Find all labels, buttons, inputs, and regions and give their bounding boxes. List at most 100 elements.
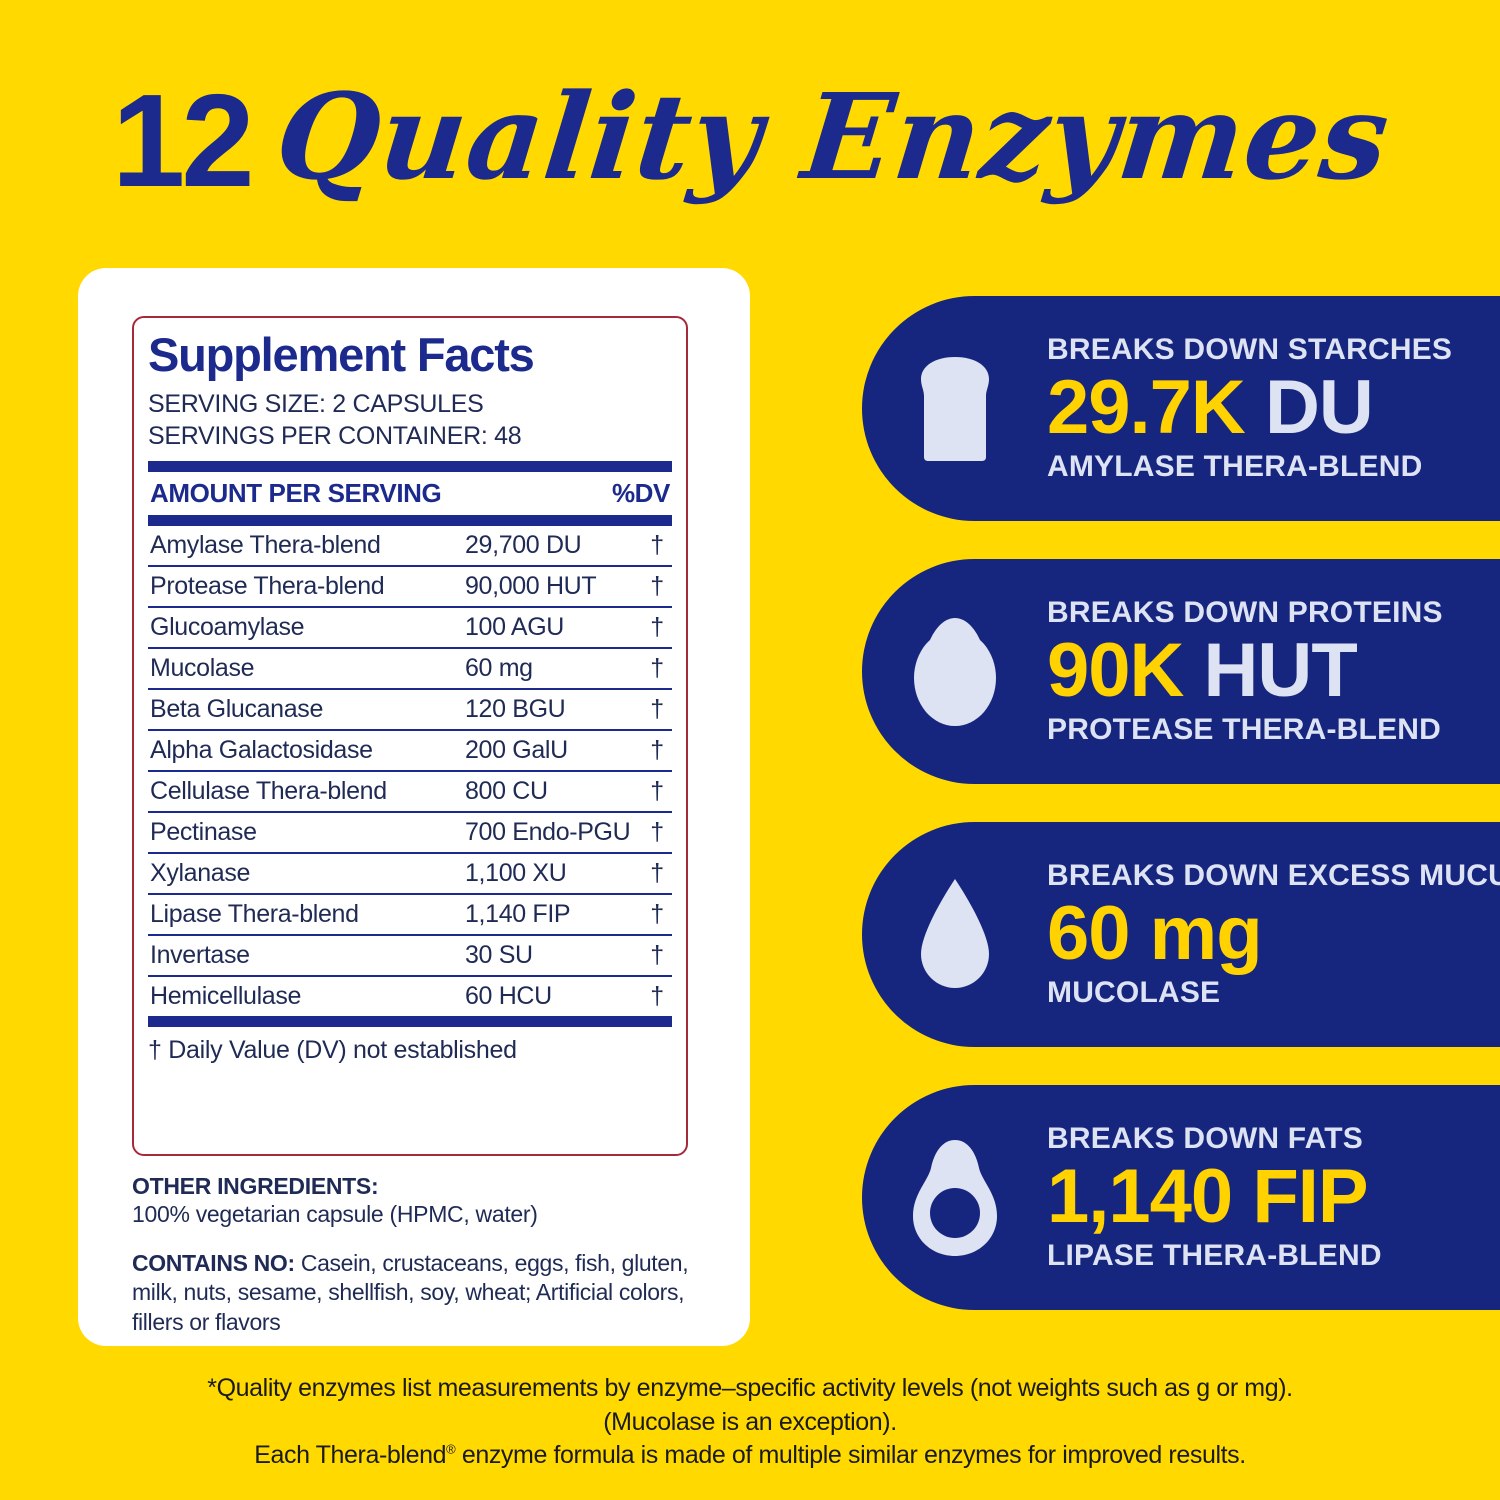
contains-no-block: CONTAINS NO: Casein, crustaceans, eggs, … [132,1249,712,1337]
card-value: 90K [1047,628,1184,714]
ingredient-amount: 100 AGU [465,613,565,642]
ingredient-dv: † [650,654,664,683]
ingredient-name: Lipase Thera-blend [150,900,359,929]
other-ingredients-heading: OTHER INGREDIENTS: [132,1173,379,1199]
footer-line-2: (Mucolase is an exception). [603,1407,897,1436]
other-ingredients-body: 100% vegetarian capsule (HPMC, water) [132,1201,538,1227]
table-row: Glucoamylase 100 AGU † [148,608,672,650]
ingredient-name: Pectinase [150,818,257,847]
ingredient-amount: 30 SU [465,941,533,970]
ingredient-name: Cellulase Thera-blend [150,777,387,806]
table-row: Cellulase Thera-blend 800 CU † [148,772,672,814]
divider-bar-bottom [148,1016,672,1028]
table-row: Alpha Galactosidase 200 GalU † [148,731,672,773]
avocado-icon [912,1139,997,1256]
ingredient-dv: † [650,572,664,601]
table-row: Beta Glucanase 120 BGU † [148,690,672,732]
card-unit: HUT [1203,628,1358,714]
page-title-script: Quality Enzymes [269,67,1396,206]
ingredient-name: Xylanase [150,859,251,888]
card-icon-wrap [862,1085,1047,1310]
ingredient-name: Mucolase [150,654,255,683]
card-headline: BREAKS DOWN PROTEINS [1047,595,1443,629]
serving-size: SERVING SIZE: 2 CAPSULES [148,390,484,419]
table-row: Mucolase 60 mg † [148,649,672,691]
ingredient-dv: † [650,695,664,724]
egg-icon [913,617,996,726]
card-value: 29.7K [1047,365,1246,451]
table-row: Lipase Thera-blend 1,140 FIP † [148,895,672,937]
ingredient-name: Amylase Thera-blend [150,531,381,560]
ingredient-dv: † [650,982,664,1011]
bread-slice-icon [920,356,989,461]
card-icon-wrap [862,296,1047,521]
card-unit: FIP [1252,1154,1368,1240]
card-value: 1,140 [1047,1154,1233,1240]
table-header-row: AMOUNT PER SERVING %DV [148,472,672,515]
table-row: Xylanase 1,100 XU † [148,854,672,896]
contains-no-text: CONTAINS NO: Casein, crustaceans, eggs, … [132,1249,712,1337]
ingredient-amount: 1,140 FIP [465,900,571,929]
ingredient-dv: † [650,777,664,806]
daily-value-note: † Daily Value (DV) not established [148,1036,517,1065]
card-icon-wrap [862,559,1047,784]
ingredient-amount: 700 Endo-PGU [465,818,631,847]
enzyme-count: 12 [111,67,255,214]
page-title: 12 Quality Enzymes [0,52,1500,222]
amount-per-serving-header: AMOUNT PER SERVING [150,478,442,509]
ingredient-amount: 200 GalU [465,736,568,765]
servings-per-container: SERVINGS PER CONTAINER: 48 [148,422,522,451]
footer-line-3a: Each Thera-blend [254,1441,447,1469]
table-row: Amylase Thera-blend 29,700 DU † [148,526,672,568]
divider-bar-top [148,461,672,473]
card-value: 60 [1047,891,1131,977]
card-text: BREAKS DOWN PROTEINS 90K HUT PROTEASE THER… [1047,597,1500,747]
card-icon-wrap [862,822,1047,1047]
table-row: Invertase 30 SU † [148,936,672,978]
ingredient-dv: † [650,900,664,929]
footer-line-1: *Quality enzymes list measurements by en… [207,1374,1293,1402]
footer-disclaimer: *Quality enzymes list measurements by en… [0,1372,1500,1473]
table-row: Hemicellulase 60 HCU † [148,977,672,1016]
ingredient-amount: 60 mg [465,654,533,683]
benefit-card: BREAKS DOWN PROTEINS 90K HUT PROTEASE THER… [862,559,1500,784]
benefit-card: BREAKS DOWN FATS 1,140 FIP LIPASE THERA-BL… [862,1085,1500,1310]
ingredient-name: Beta Glucanase [150,695,323,724]
card-value-line: 29.7K DU [1047,365,1500,450]
other-ingredients-block: OTHER INGREDIENTS: 100% vegetarian capsu… [132,1173,712,1337]
card-headline: BREAKS DOWN STARCHES [1047,332,1453,366]
ingredient-name: Invertase [150,941,250,970]
benefit-card: BREAKS DOWN STARCHES 29.7K DU AMYLASE THER… [862,296,1500,521]
card-value-line: 60 mg [1047,891,1500,976]
ingredient-rows: Amylase Thera-blend 29,700 DU † Protease Th… [148,526,672,1016]
card-value-line: 1,140 FIP [1047,1154,1500,1239]
table-row: Pectinase 700 Endo-PGU † [148,813,672,855]
ingredient-amount: 120 BGU [465,695,566,724]
table-row: Protease Thera-blend 90,000 HUT † [148,567,672,609]
supplement-facts-box: Supplement Facts SERVING SIZE: 2 CAPSULE… [132,316,688,1156]
divider-bar-mid [148,515,672,527]
ingredient-name: Protease Thera-blend [150,572,385,601]
ingredient-amount: 90,000 HUT [465,572,597,601]
footer-line-3b: enzyme formula is made of multiple simil… [455,1441,1246,1469]
supplement-facts-title: Supplement Facts [148,328,535,381]
card-text: BREAKS DOWN EXCESS MUCUS* 60 mg MUCOLASE [1047,860,1500,1010]
card-unit: DU [1264,365,1374,451]
ingredient-dv: † [650,859,664,888]
ingredient-dv: † [650,941,664,970]
card-text: BREAKS DOWN FATS 1,140 FIP LIPASE THERA-BL… [1047,1123,1500,1273]
footer-line-3: Each Thera-blend® enzyme formula is made… [0,1439,1500,1473]
registered-mark: ® [446,1441,456,1457]
card-headline: BREAKS DOWN EXCESS MUCUS* [1047,858,1500,892]
ingredient-dv: † [650,531,664,560]
ingredient-dv: † [650,818,664,847]
card-unit: mg [1149,891,1263,977]
card-subtitle: MUCOLASE [1047,976,1221,1010]
water-drop-icon [920,878,989,988]
card-subtitle: AMYLASE THERA-BLEND [1047,450,1423,484]
card-headline: BREAKS DOWN FATS [1047,1121,1363,1155]
ingredient-amount: 60 HCU [465,982,552,1011]
ingredient-amount: 800 CU [465,777,548,806]
benefit-cards: BREAKS DOWN STARCHES 29.7K DU AMYLASE THER… [862,296,1500,1348]
dv-header: %DV [611,478,670,509]
